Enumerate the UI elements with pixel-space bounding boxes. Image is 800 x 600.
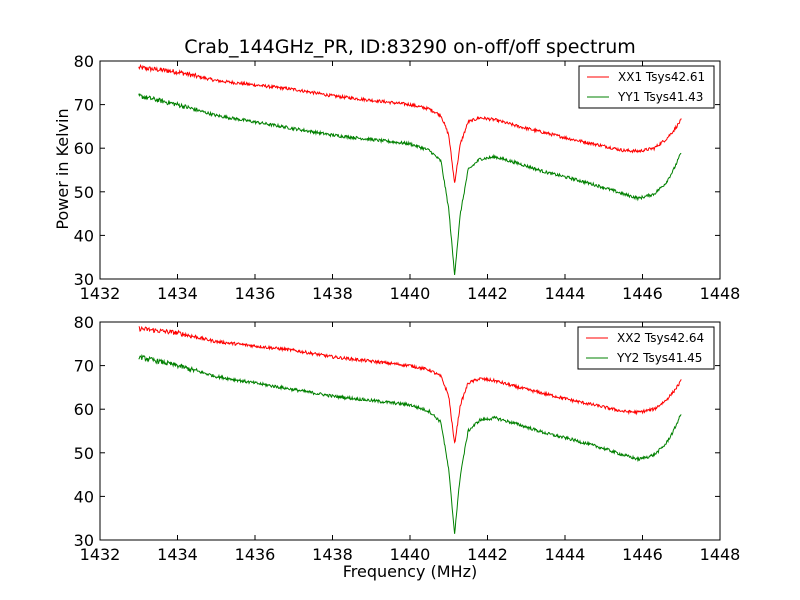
x-tick-label: 1436 — [235, 284, 276, 303]
y-tick-label: 50 — [74, 444, 94, 463]
y-tick-label: 60 — [74, 400, 94, 419]
legend-label: XX2 Tsys42.64 — [617, 331, 704, 345]
x-tick-label: 1434 — [157, 545, 198, 564]
x-tick-label: 1446 — [622, 545, 663, 564]
legend-box — [577, 326, 715, 370]
legend: XX2 Tsys42.64 YY2 Tsys41.45 — [577, 326, 715, 370]
y-tick-label: 30 — [74, 270, 94, 289]
series-group — [138, 325, 682, 534]
x-tick-label: 1438 — [312, 545, 353, 564]
x-tick-label: 1432 — [80, 545, 121, 564]
x-tick-label: 1434 — [157, 284, 198, 303]
y-tick-label: 30 — [74, 531, 94, 550]
y-tick-label: 70 — [74, 96, 94, 115]
y-tick-label: 60 — [74, 139, 94, 158]
y-axis-label: Power in Kelvin — [53, 108, 72, 229]
series-line-xx1 — [138, 63, 682, 183]
x-tick-label: 1444 — [545, 284, 586, 303]
y-tick-label: 40 — [74, 226, 94, 245]
series-line-yy2 — [138, 353, 682, 534]
series-group — [138, 63, 682, 275]
legend: XX1 Tsys42.61 YY1 Tsys41.43 — [578, 65, 715, 109]
series-line-yy1 — [138, 93, 682, 275]
y-tick-label: 80 — [74, 52, 94, 71]
x-tick-label: 1436 — [235, 545, 276, 564]
x-tick-label: 1444 — [545, 545, 586, 564]
y-tick-label: 40 — [74, 487, 94, 506]
y-tick-label: 50 — [74, 183, 94, 202]
legend-label: YY1 Tsys41.43 — [617, 90, 703, 104]
x-tick-label: 1442 — [467, 545, 508, 564]
x-tick-label: 1438 — [312, 284, 353, 303]
x-tick-label: 1448 — [700, 545, 741, 564]
x-tick-label: 1432 — [80, 284, 121, 303]
figure-title: Crab_144GHz_PR, ID:83290 on-off/off spec… — [184, 36, 636, 58]
x-tick-label: 1448 — [700, 284, 741, 303]
x-tick-label: 1440 — [390, 284, 431, 303]
series-line-xx2 — [138, 325, 682, 444]
legend-label: XX1 Tsys42.61 — [618, 70, 705, 84]
x-tick-label: 1442 — [467, 284, 508, 303]
x-tick-label: 1446 — [622, 284, 663, 303]
x-axis-label: Frequency (MHz) — [343, 562, 477, 581]
legend-box — [578, 65, 715, 109]
legend-label: YY2 Tsys41.45 — [616, 351, 702, 365]
bottom-panel: 1432 1434 1436 1438 1440 1442 1444 1446 1448 30 40… — [74, 313, 741, 564]
y-tick-label: 80 — [74, 313, 94, 332]
y-tick-label: 70 — [74, 357, 94, 376]
top-panel: 1432 1434 1436 1438 1440 1442 1444 1446 1448 30 40… — [74, 52, 741, 303]
x-tick-label: 1440 — [390, 545, 431, 564]
